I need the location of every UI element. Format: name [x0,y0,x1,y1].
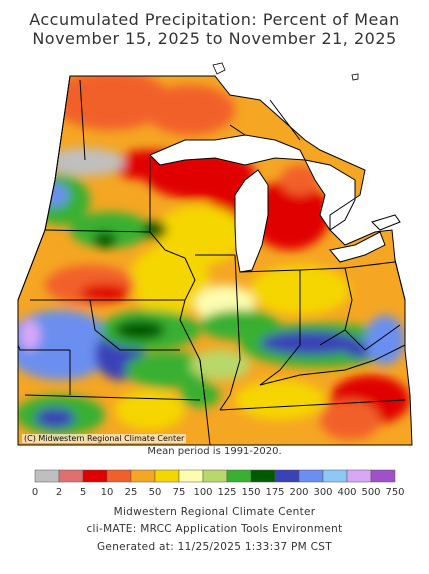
lake-michigan [234,169,269,273]
map-date-range: November 15, 2025 to November 21, 2025 [32,29,397,48]
lake-ontario [371,214,401,231]
legend-label: 175 [265,487,284,498]
legend-swatch [130,469,156,483]
legend-swatch [250,469,276,483]
legend-label: 200 [289,487,308,498]
lake-huron [304,159,356,231]
footer-generated: Generated at: 11/25/2025 1:33:37 PM CST [97,541,332,553]
legend-swatch [154,469,180,483]
legend-swatch [106,469,132,483]
state-boundaries [17,75,406,446]
legend-swatch [370,469,396,483]
legend-swatch [178,469,204,483]
legend-label: 2 [56,487,62,498]
legend-label: 400 [337,487,356,498]
copyright-label: (C) Midwestern Regional Climate Center [22,434,187,443]
legend-swatch [298,469,324,483]
legend-swatch [226,469,252,483]
footer-tool: cli-MATE: MRCC Application Tools Environ… [86,523,343,535]
legend-label: 75 [173,487,186,498]
region-outline [17,75,413,446]
legend-label: 0 [32,487,38,498]
legend-swatch [202,469,228,483]
mean-period-note: Mean period is 1991-2020. [147,446,282,457]
legend-swatch [82,469,108,483]
legend-label: 10 [101,487,114,498]
legend-label: 500 [361,487,380,498]
color-legend: 0 2 5 10 25 50 75 100 125 150 175 200 300 400 500 750 [32,469,405,498]
islands [212,62,359,81]
precipitation-map [17,62,413,446]
legend-label: 750 [385,487,404,498]
legend-swatch [34,469,60,483]
footer-organization: Midwestern Regional Climate Center [113,506,316,518]
legend-label: 5 [80,487,86,498]
great-lakes [149,134,401,273]
legend-label: 50 [149,487,162,498]
legend-swatch [346,469,372,483]
legend-label: 125 [217,487,236,498]
legend-label: 100 [193,487,212,498]
legend-swatch [322,469,348,483]
legend-swatch [58,469,84,483]
legend-label: 150 [241,487,260,498]
legend-swatch [274,469,300,483]
legend-label: 300 [313,487,332,498]
legend-label: 25 [125,487,138,498]
lake-erie [329,231,386,263]
map-title: Accumulated Precipitation: Percent of Me… [29,10,400,29]
